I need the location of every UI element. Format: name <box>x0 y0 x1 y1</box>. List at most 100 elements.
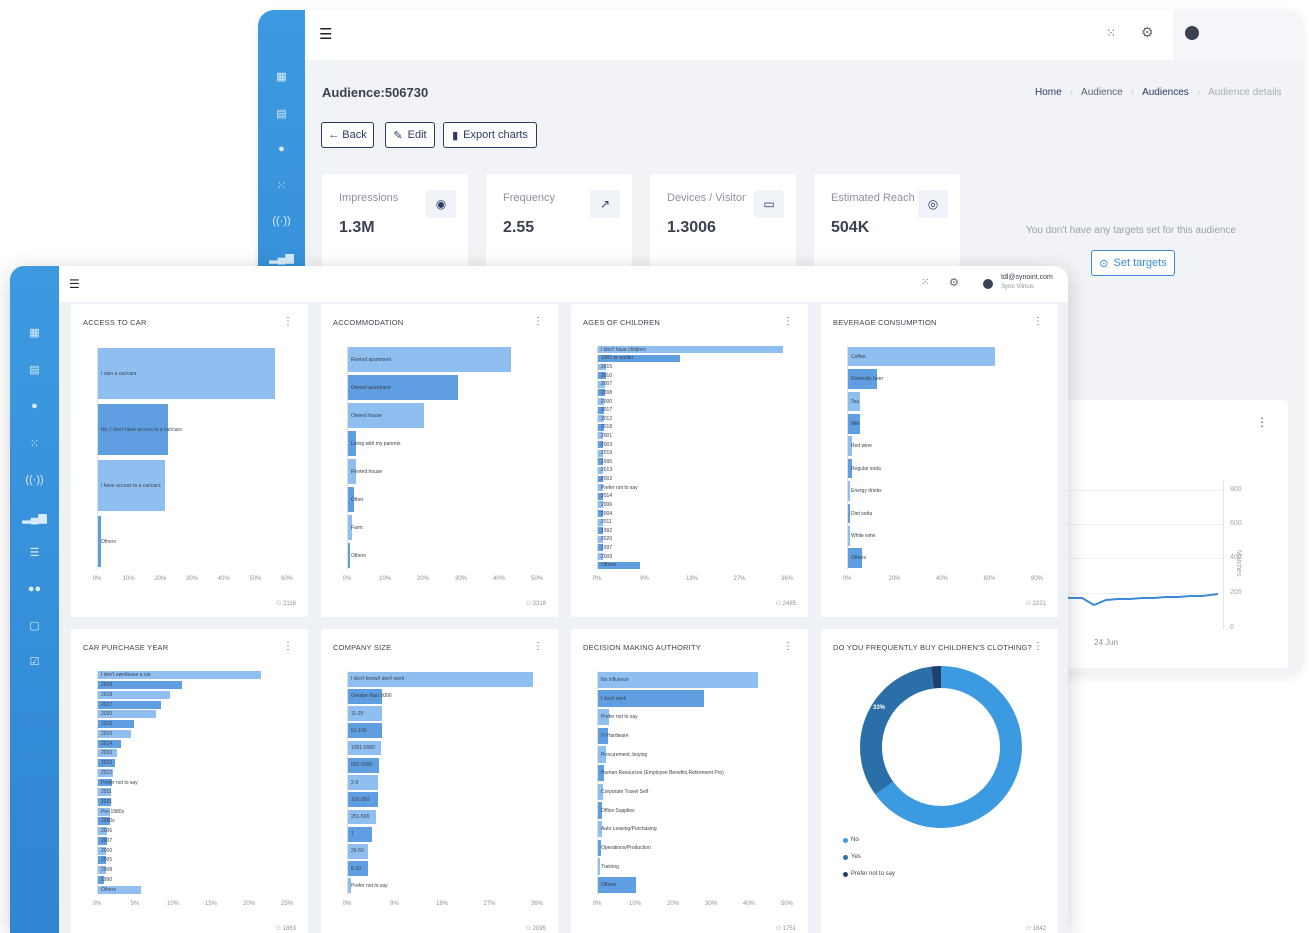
apps-grid-icon[interactable]: ⁙ <box>1106 26 1117 40</box>
bar[interactable] <box>98 866 106 876</box>
bar[interactable] <box>348 878 351 895</box>
bar[interactable] <box>598 802 602 820</box>
bar[interactable] <box>348 809 376 826</box>
stats-icon[interactable]: ▂▄▆ <box>269 252 294 264</box>
bar[interactable] <box>598 354 680 363</box>
bar[interactable] <box>848 436 852 458</box>
bar[interactable] <box>598 501 604 510</box>
bar[interactable] <box>98 729 132 739</box>
bar[interactable] <box>98 846 107 856</box>
user-area[interactable] <box>1173 10 1303 60</box>
checklist-icon[interactable]: ☑ <box>29 656 40 668</box>
bar[interactable] <box>598 432 604 441</box>
bar[interactable] <box>348 671 533 688</box>
bar[interactable] <box>598 535 604 544</box>
legend-item[interactable]: Prefer not to say <box>843 871 895 877</box>
bar[interactable] <box>598 544 604 553</box>
bar[interactable] <box>598 858 601 876</box>
bar[interactable] <box>98 348 276 400</box>
bar[interactable] <box>98 778 112 788</box>
gear-icon[interactable]: ⚙ <box>949 277 959 289</box>
bar[interactable] <box>848 458 852 480</box>
bar[interactable] <box>348 375 459 401</box>
gear-icon[interactable]: ⚙ <box>1141 24 1154 40</box>
legend-item[interactable]: No <box>843 837 859 843</box>
bar[interactable] <box>348 775 379 791</box>
bar[interactable] <box>598 406 605 415</box>
bar[interactable] <box>348 688 383 705</box>
bar[interactable] <box>348 826 372 843</box>
bar[interactable] <box>348 861 368 878</box>
bar[interactable] <box>348 543 350 569</box>
bar[interactable] <box>598 690 705 708</box>
bar[interactable] <box>98 827 108 837</box>
bar[interactable] <box>348 706 383 722</box>
bar[interactable] <box>848 481 851 502</box>
message-icon[interactable]: ▤ <box>29 364 40 376</box>
bar[interactable] <box>598 746 606 764</box>
bar[interactable] <box>598 821 602 839</box>
card-menu-icon[interactable]: ⋮ <box>1033 641 1043 652</box>
bar[interactable] <box>98 681 182 691</box>
bar[interactable] <box>98 768 114 778</box>
globe-icon[interactable]: ● <box>278 143 285 155</box>
bar[interactable] <box>598 389 605 398</box>
bar[interactable] <box>98 671 262 681</box>
bar[interactable] <box>598 423 604 432</box>
grid-icon[interactable]: ⁙ <box>276 180 287 192</box>
user-avatar-icon[interactable] <box>1185 26 1199 40</box>
bar[interactable] <box>598 458 604 467</box>
bar[interactable] <box>98 797 111 807</box>
stats-icon[interactable]: ▂▄▆ <box>22 512 47 524</box>
bar[interactable] <box>348 487 354 513</box>
bar[interactable] <box>848 391 860 413</box>
globe-icon[interactable]: ● <box>31 400 38 412</box>
bar[interactable] <box>598 709 610 727</box>
bar[interactable] <box>598 346 783 355</box>
bar[interactable] <box>98 720 134 730</box>
user-avatar-icon[interactable] <box>983 279 993 289</box>
hamburger-menu-icon[interactable]: ☰ <box>69 277 80 291</box>
bar[interactable] <box>348 403 424 429</box>
breadcrumb-home[interactable]: Home <box>1035 87 1062 98</box>
bar[interactable] <box>598 783 603 801</box>
bar[interactable] <box>598 727 608 745</box>
bar[interactable] <box>98 836 108 846</box>
bar[interactable] <box>98 817 111 827</box>
bar[interactable] <box>348 459 356 485</box>
bar[interactable] <box>98 788 111 798</box>
card-menu-icon[interactable]: ⋮ <box>533 641 543 652</box>
bar[interactable] <box>348 515 352 541</box>
bar[interactable] <box>598 877 636 895</box>
bar[interactable] <box>848 369 877 390</box>
export-charts-button[interactable]: ▮ Export charts <box>443 122 537 148</box>
card-menu-icon[interactable]: ⋮ <box>1256 415 1268 429</box>
bar[interactable] <box>598 363 606 372</box>
back-button[interactable]: ← Back <box>321 122 374 148</box>
bar[interactable] <box>598 484 604 493</box>
bar[interactable] <box>98 516 102 568</box>
users-icon[interactable]: ●● <box>27 583 42 595</box>
bar[interactable] <box>98 759 116 768</box>
dashboard-icon[interactable]: ▦ <box>29 327 40 339</box>
bar[interactable] <box>598 492 604 501</box>
bar[interactable] <box>98 856 106 866</box>
bar[interactable] <box>598 475 604 484</box>
breadcrumb-audience[interactable]: Audience <box>1081 87 1123 98</box>
bar[interactable] <box>98 700 162 710</box>
edit-button[interactable]: ✎ Edit <box>385 122 435 148</box>
bar[interactable] <box>598 765 604 783</box>
bar[interactable] <box>598 398 605 406</box>
bar[interactable] <box>98 885 142 895</box>
bar[interactable] <box>598 415 604 424</box>
bar[interactable] <box>598 553 604 562</box>
bar[interactable] <box>98 404 168 456</box>
set-targets-button[interactable]: ⊙ Set targets <box>1091 250 1175 276</box>
bar[interactable] <box>98 710 156 720</box>
bar[interactable] <box>598 510 604 518</box>
bar[interactable] <box>348 792 378 809</box>
breadcrumb-audiences[interactable]: Audiences <box>1142 87 1189 98</box>
bar[interactable] <box>98 749 117 759</box>
card-menu-icon[interactable]: ⋮ <box>533 316 543 327</box>
hamburger-menu-icon[interactable]: ☰ <box>319 26 333 43</box>
